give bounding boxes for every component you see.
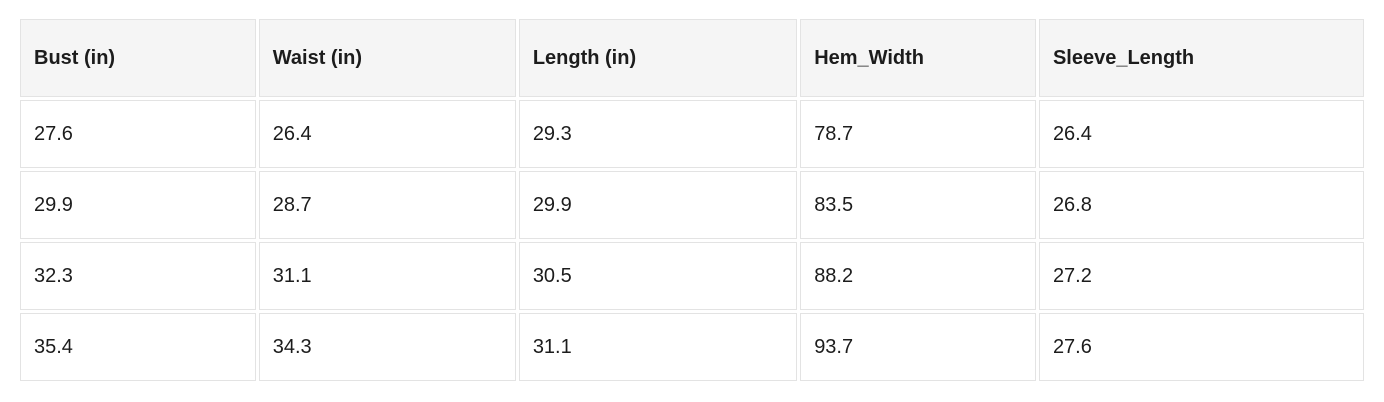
column-header-sleeve-length: Sleeve_Length [1038,19,1364,97]
table-row: 29.9 28.7 29.9 83.5 26.8 [20,171,1364,239]
table-cell: 29.3 [518,100,798,168]
column-header-bust: Bust (in) [20,19,256,97]
table-cell: 30.5 [518,242,798,310]
table-row: 35.4 34.3 31.1 93.7 27.6 [20,313,1364,381]
table-cell: 83.5 [800,171,1036,239]
table-cell: 34.3 [258,313,516,381]
table-cell: 27.2 [1038,242,1364,310]
table-cell: 27.6 [20,100,256,168]
table-cell: 29.9 [518,171,798,239]
table-cell: 26.8 [1038,171,1364,239]
table-cell: 88.2 [800,242,1036,310]
table-cell: 26.4 [1038,100,1364,168]
column-header-hem-width: Hem_Width [800,19,1036,97]
table-cell: 78.7 [800,100,1036,168]
table-cell: 27.6 [1038,313,1364,381]
column-header-waist: Waist (in) [258,19,516,97]
column-header-length: Length (in) [518,19,798,97]
table-cell: 32.3 [20,242,256,310]
table-cell: 29.9 [20,171,256,239]
table-cell: 31.1 [518,313,798,381]
table-cell: 26.4 [258,100,516,168]
table-cell: 28.7 [258,171,516,239]
table-row: 32.3 31.1 30.5 88.2 27.2 [20,242,1364,310]
table-cell: 31.1 [258,242,516,310]
table-cell: 35.4 [20,313,256,381]
table-cell: 93.7 [800,313,1036,381]
measurements-table: Bust (in) Waist (in) Length (in) Hem_Wid… [17,16,1367,384]
table-row: 27.6 26.4 29.3 78.7 26.4 [20,100,1364,168]
table-header-row: Bust (in) Waist (in) Length (in) Hem_Wid… [20,19,1364,97]
